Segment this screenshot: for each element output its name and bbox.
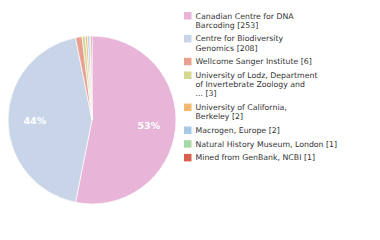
legend-label-line: University of Lodz, Department — [196, 71, 318, 80]
legend-label: Centre for BiodiversityGenomics [208] — [196, 34, 284, 52]
pie-slice — [8, 38, 92, 203]
legend-label-line: Natural History Museum, London [1] — [196, 140, 338, 149]
legend-swatch — [184, 12, 192, 20]
legend-label-line: Canadian Centre for DNA — [196, 12, 295, 21]
legend-label: Wellcome Sanger Institute [6] — [196, 57, 312, 66]
legend-swatch — [184, 104, 192, 112]
pie-percent-label: 44% — [24, 115, 47, 126]
legend-swatch — [184, 154, 192, 162]
legend-label: Macrogen, Europe [2] — [196, 126, 280, 135]
pie-percent-label: 53% — [137, 120, 160, 131]
legend-swatch — [184, 72, 192, 80]
legend-swatch — [184, 35, 192, 43]
pie-slice — [90, 36, 92, 120]
legend-label: University of Lodz, Departmentof Inverte… — [196, 71, 318, 98]
legend: Canadian Centre for DNABarcoding [253] Ce… — [184, 12, 337, 163]
chart: 53% 44% Canadian Centre for DNABarcoding [… — [0, 0, 380, 240]
legend-label-line: Macrogen, Europe [2] — [196, 126, 280, 135]
legend-label-line: Mined from GenBank, NCBI [1] — [196, 153, 315, 162]
legend-label: Mined from GenBank, NCBI [1] — [196, 153, 315, 162]
legend-label-line: of Invertebrate Zoology and — [196, 80, 306, 89]
pie-slice — [82, 36, 92, 120]
pie-labels: 53% 44% — [24, 115, 161, 132]
legend-label: University of California,Berkeley [2] — [196, 103, 287, 121]
legend-label: Canadian Centre for DNABarcoding [253] — [196, 12, 295, 30]
legend-label-line: Berkeley [2] — [196, 112, 244, 121]
pie-slice — [91, 36, 92, 120]
pie-slice — [85, 36, 92, 120]
legend-swatch — [184, 58, 192, 66]
legend-label-line: University of California, — [196, 103, 287, 112]
legend-label-line: Barcoding [253] — [196, 21, 259, 30]
pie-slice — [88, 36, 92, 120]
legend-label-line: ... [3] — [196, 89, 217, 98]
pie-slice — [75, 37, 92, 120]
legend-label-line: Wellcome Sanger Institute [6] — [196, 57, 312, 66]
legend-label-line: Centre for Biodiversity — [196, 34, 284, 43]
legend-swatch — [184, 140, 192, 148]
legend-label-line: Genomics [208] — [196, 44, 258, 53]
legend-label: Natural History Museum, London [1] — [196, 140, 338, 149]
pie — [8, 36, 176, 204]
legend-swatch — [184, 127, 192, 135]
